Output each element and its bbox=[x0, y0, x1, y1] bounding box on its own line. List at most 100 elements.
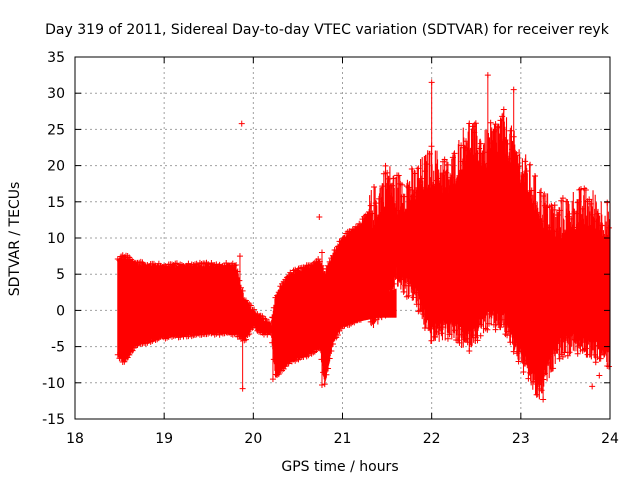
x-tick-label: 22 bbox=[423, 431, 441, 447]
bar-cap-high bbox=[385, 175, 392, 182]
spike-cap-high bbox=[269, 314, 276, 321]
spike-cap-low bbox=[269, 376, 276, 383]
bar-cap-high bbox=[523, 168, 530, 175]
outlier-point bbox=[316, 214, 323, 221]
spike-cap-high bbox=[540, 336, 547, 343]
spike-cap-low bbox=[318, 381, 325, 388]
y-tick-label: 15 bbox=[47, 195, 65, 211]
x-tick-label: 18 bbox=[66, 431, 84, 447]
spike-cap-low bbox=[540, 396, 547, 403]
bar-cap-high bbox=[507, 127, 514, 134]
spike-cap-high bbox=[318, 249, 325, 256]
x-tick-label: 21 bbox=[334, 431, 352, 447]
y-tick-label: 0 bbox=[56, 303, 65, 319]
chart-title: Day 319 of 2011, Sidereal Day-to-day VTE… bbox=[45, 22, 610, 38]
bar-cap-low bbox=[242, 336, 249, 343]
bar-cap-high bbox=[382, 162, 389, 169]
bar-cap-low bbox=[474, 337, 481, 344]
bar-cap-high bbox=[236, 277, 243, 284]
x-tick-label: 24 bbox=[601, 431, 619, 447]
bar-cap-high bbox=[247, 302, 254, 309]
bar-cap-low bbox=[334, 331, 341, 338]
outlier-point bbox=[477, 332, 484, 339]
bar-cap-low bbox=[321, 381, 328, 388]
bar-cap-low bbox=[564, 352, 571, 359]
spike-cap-low bbox=[236, 321, 243, 328]
bar-cap-low bbox=[592, 359, 599, 366]
spike-cap-high bbox=[236, 253, 243, 260]
bar-cap-high bbox=[384, 169, 391, 176]
bar-cap-high bbox=[604, 199, 611, 206]
bar-cap-low bbox=[323, 371, 330, 378]
bar-cap-low bbox=[328, 347, 335, 354]
x-tick-label: 19 bbox=[155, 431, 173, 447]
y-axis-label: SDTVAR / TECUs bbox=[7, 182, 23, 297]
bar-cap-low bbox=[325, 365, 332, 372]
y-tick-label: 25 bbox=[47, 122, 65, 138]
bar-cap-high bbox=[400, 193, 407, 200]
bar-cap-high bbox=[423, 161, 430, 168]
axis-ticks bbox=[74, 56, 611, 420]
bar-cap-low bbox=[410, 294, 417, 301]
spike-cap-high bbox=[239, 329, 246, 336]
spike-cap-high bbox=[484, 72, 491, 79]
spike-cap-low bbox=[428, 321, 435, 328]
bar-cap-low bbox=[556, 355, 563, 362]
bar-cap-high bbox=[540, 192, 547, 199]
spike-cap-high bbox=[510, 86, 517, 93]
bar-cap-low bbox=[497, 324, 504, 331]
spike-cap-low bbox=[484, 285, 491, 292]
bar-cap-high bbox=[395, 172, 402, 179]
y-tick-label: -5 bbox=[51, 340, 65, 356]
y-tick-label: 20 bbox=[47, 159, 65, 175]
bar-cap-high bbox=[582, 186, 589, 193]
bar-cap-high bbox=[444, 161, 451, 168]
x-axis-label: GPS time / hours bbox=[281, 459, 398, 475]
bar-cap-low bbox=[444, 335, 451, 342]
bar-cap-low bbox=[597, 355, 604, 362]
bar-cap-high bbox=[599, 222, 606, 229]
bar-cap-low bbox=[559, 353, 566, 360]
bar-cap-low bbox=[574, 350, 581, 357]
bar-cap-low bbox=[550, 365, 557, 372]
spike-cap-low bbox=[239, 385, 246, 392]
spike-cap-high bbox=[428, 79, 435, 86]
bar-cap-high bbox=[536, 189, 543, 196]
bar-cap-high bbox=[492, 121, 499, 128]
bar-cap-low bbox=[533, 391, 540, 398]
x-tick-label: 20 bbox=[244, 431, 262, 447]
bar-cap-low bbox=[466, 348, 473, 355]
outlier-point bbox=[388, 267, 395, 274]
outlier-point bbox=[589, 383, 596, 390]
bar-cap-low bbox=[326, 355, 333, 362]
bar-cap-low bbox=[504, 332, 511, 339]
bar-cap-low bbox=[492, 326, 499, 333]
x-axis-tick-labels: 18 19 20 21 22 23 24 bbox=[66, 431, 619, 447]
bar-cap-high bbox=[487, 119, 494, 126]
bar-cap-low bbox=[605, 363, 612, 370]
bar-cap-high bbox=[551, 202, 558, 209]
y-tick-label: -10 bbox=[42, 376, 65, 392]
spike-cap-low bbox=[510, 307, 517, 314]
bar-cap-high bbox=[233, 261, 240, 268]
outlier-point bbox=[596, 372, 603, 379]
y-tick-label: -15 bbox=[42, 412, 65, 428]
bar-cap-low bbox=[329, 341, 336, 348]
bar-cap-low bbox=[469, 332, 476, 339]
outlier-point bbox=[517, 339, 524, 346]
bar-cap-low bbox=[484, 326, 491, 333]
outlier-point bbox=[238, 120, 245, 127]
bar-cap-high bbox=[466, 120, 473, 127]
data-series-sdtvar bbox=[114, 72, 612, 403]
bar-cap-high bbox=[559, 195, 566, 202]
y-tick-label: 10 bbox=[47, 231, 65, 247]
bar-cap-high bbox=[543, 204, 550, 211]
y-tick-label: 5 bbox=[56, 267, 65, 283]
bar-cap-high bbox=[398, 181, 405, 188]
bar-cap-high bbox=[566, 210, 573, 217]
bar-cap-high bbox=[237, 284, 244, 291]
bar-cap-low bbox=[566, 349, 573, 356]
bar-cap-high bbox=[477, 140, 484, 147]
y-axis-tick-labels: -15 -10 -5 0 5 10 15 20 25 30 35 bbox=[42, 50, 65, 428]
